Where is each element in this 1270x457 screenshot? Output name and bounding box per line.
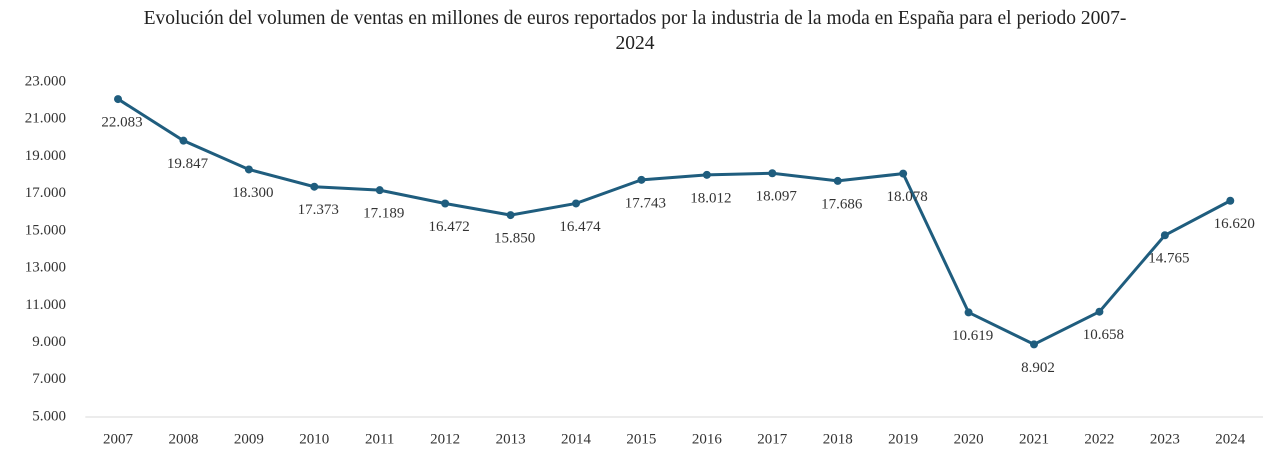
- point: [441, 199, 450, 208]
- data-label: 18.300: [232, 185, 273, 201]
- data-label: 16.474: [559, 219, 601, 235]
- x-tick-label: 2008: [168, 431, 198, 447]
- x-tick-label: 2011: [365, 431, 394, 447]
- point: [702, 170, 711, 179]
- data-label: 15.850: [494, 231, 535, 247]
- x-tick-label: 2013: [496, 431, 526, 447]
- point: [637, 175, 646, 184]
- data-label: 22.083: [101, 115, 142, 131]
- point: [179, 136, 188, 145]
- x-tick-label: 2016: [692, 431, 723, 447]
- data-label: 19.847: [167, 156, 209, 172]
- data-label: 14.765: [1148, 251, 1189, 267]
- x-tick-label: 2015: [626, 431, 656, 447]
- data-label: 17.743: [625, 195, 666, 211]
- x-tick-label: 2012: [430, 431, 460, 447]
- point: [1095, 307, 1104, 316]
- x-tick-label: 2023: [1150, 431, 1180, 447]
- point: [375, 186, 384, 195]
- x-tick-label: 2014: [561, 431, 592, 447]
- data-label: 18.078: [887, 189, 928, 205]
- y-tick-label: 5.000: [32, 408, 66, 424]
- point: [768, 169, 777, 178]
- x-tick-label: 2009: [234, 431, 264, 447]
- chart-title: Evolución del volumen de ventas en millo…: [143, 8, 1127, 54]
- x-tick-label: 2024: [1215, 431, 1246, 447]
- x-tick-label: 2019: [888, 431, 918, 447]
- x-tick-label: 2017: [757, 431, 788, 447]
- y-tick-label: 23.000: [25, 73, 66, 89]
- x-tick-label: 2022: [1084, 431, 1114, 447]
- data-label: 17.373: [298, 202, 339, 218]
- y-tick-label: 11.000: [25, 297, 66, 313]
- point: [1160, 231, 1169, 240]
- x-tick-label: 2007: [103, 431, 134, 447]
- data-label: 16.620: [1214, 216, 1255, 232]
- x-tick-label: 2021: [1019, 431, 1049, 447]
- x-tick-label: 2010: [299, 431, 329, 447]
- point: [506, 211, 515, 220]
- data-label: 17.189: [363, 206, 404, 222]
- point: [1226, 196, 1235, 205]
- data-label: 17.686: [821, 196, 863, 212]
- data-label: 18.097: [756, 189, 798, 205]
- point: [899, 169, 908, 178]
- x-tick-label: 2020: [954, 431, 984, 447]
- data-label: 16.472: [429, 219, 470, 235]
- x-tick-label: 2018: [823, 431, 853, 447]
- data-label: 8.902: [1021, 360, 1055, 376]
- y-tick-label: 17.000: [25, 185, 66, 201]
- point: [114, 95, 123, 104]
- point: [310, 182, 319, 191]
- point: [833, 176, 842, 185]
- y-tick-label: 7.000: [32, 371, 66, 387]
- point: [572, 199, 581, 208]
- point: [1030, 340, 1039, 349]
- y-tick-label: 15.000: [25, 222, 66, 238]
- y-tick-label: 19.000: [25, 148, 66, 164]
- point: [964, 308, 973, 317]
- y-tick-label: 13.000: [25, 260, 66, 276]
- data-label: 10.619: [952, 328, 993, 344]
- line: [117, 97, 1231, 347]
- data-label: 10.658: [1083, 327, 1124, 343]
- point: [244, 165, 253, 174]
- y-tick-label: 9.000: [32, 334, 66, 350]
- y-tick-label: 21.000: [25, 111, 66, 127]
- data-label: 18.012: [690, 190, 731, 206]
